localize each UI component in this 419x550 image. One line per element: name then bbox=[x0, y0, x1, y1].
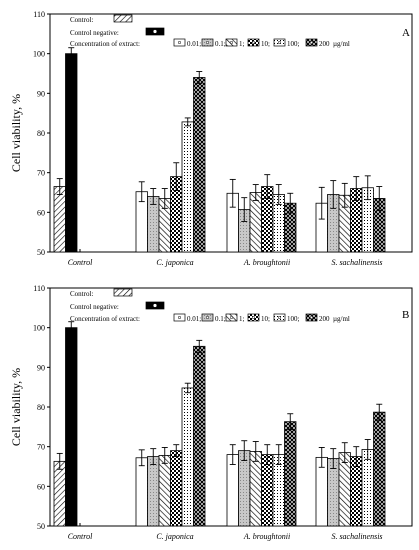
y-tick-label: 60 bbox=[37, 482, 45, 491]
legend-label-1: 1; bbox=[239, 315, 245, 323]
y-axis-label: Cell viability, % bbox=[9, 94, 23, 172]
y-axis-label: Cell viability, % bbox=[9, 368, 23, 446]
bar-0.1 bbox=[238, 450, 251, 527]
bar-200 bbox=[193, 77, 206, 253]
x-category-label: S. sachalinensis bbox=[331, 532, 382, 541]
chart-panel-B: 50 60 70 80 90 100 110 Cell viability, % Control… bbox=[9, 284, 413, 541]
bar-1 bbox=[338, 452, 351, 527]
y-tick-label: 100 bbox=[33, 50, 45, 59]
bar-200 bbox=[284, 421, 297, 527]
open-circle-marker-icon bbox=[177, 40, 182, 45]
legend-control-label: Control: bbox=[70, 290, 93, 298]
legend-control-negative-label: Control negative: bbox=[70, 29, 119, 37]
legend-control-label: Control: bbox=[70, 16, 93, 24]
bar-1 bbox=[158, 454, 171, 527]
legend-control-swatch bbox=[113, 14, 133, 23]
bar-100 bbox=[181, 387, 194, 527]
cross-marker-icon bbox=[251, 315, 256, 320]
y-tick-label: 90 bbox=[37, 363, 45, 372]
legend-label-100: 100; bbox=[287, 315, 300, 323]
y-tick-label: 110 bbox=[33, 10, 45, 19]
panels: 50 60 70 80 90 100 110 Cell viability, % Control… bbox=[9, 10, 413, 541]
legend-label-200: 200 bbox=[319, 40, 330, 48]
legend-concentration-label: Concentration of extract: bbox=[70, 315, 140, 323]
bar-control bbox=[53, 186, 66, 253]
bar-control-negative bbox=[65, 327, 78, 527]
y-tick-label: 110 bbox=[33, 284, 45, 293]
plus-marker-icon bbox=[277, 315, 282, 320]
bar-10 bbox=[261, 454, 274, 527]
legend-label-0.01: 0.01; bbox=[187, 315, 201, 323]
bar-1 bbox=[249, 451, 262, 527]
legend-label-0.01: 0.01; bbox=[187, 40, 201, 48]
x-category-label: C. japonica bbox=[156, 258, 193, 267]
dot-marker-icon bbox=[153, 29, 157, 34]
legend-label-0.1: 0.1; bbox=[215, 315, 226, 323]
y-tick-label: 50 bbox=[37, 248, 45, 257]
bar-10 bbox=[170, 450, 183, 527]
bar-1 bbox=[249, 192, 262, 253]
triangle-marker-icon bbox=[205, 315, 210, 320]
y-tick-label: 70 bbox=[37, 443, 45, 452]
bar-200 bbox=[373, 411, 386, 527]
bar-0.1 bbox=[147, 456, 160, 527]
bar-control bbox=[53, 460, 66, 527]
y-tick-label: 90 bbox=[37, 89, 45, 98]
x-category-label: A. broughtonii bbox=[243, 258, 290, 267]
legend-label-200: 200 bbox=[319, 315, 330, 323]
y-tick-label: 80 bbox=[37, 129, 45, 138]
bar-10 bbox=[350, 456, 363, 527]
x-category-label: S. sachalinensis bbox=[331, 258, 382, 267]
chart-panel-A: 50 60 70 80 90 100 110 Cell viability, % Control… bbox=[9, 10, 413, 267]
legend: Control: Control negative: Concentration o… bbox=[70, 14, 350, 48]
bar-100 bbox=[272, 454, 285, 527]
square-marker-icon bbox=[309, 40, 314, 45]
x-category-label: C. japonica bbox=[156, 532, 193, 541]
panel-letter: B bbox=[402, 309, 409, 321]
bar-200 bbox=[193, 345, 206, 527]
legend-control-swatch bbox=[113, 288, 133, 297]
legend-unit: µg/ml bbox=[333, 40, 350, 48]
bar-100 bbox=[361, 449, 374, 527]
cross-marker-icon bbox=[251, 40, 256, 45]
y-tick-label: 80 bbox=[37, 403, 45, 412]
x-category-label: Control bbox=[68, 258, 93, 267]
bar-0.01 bbox=[226, 454, 239, 527]
dot-marker-icon bbox=[153, 303, 157, 308]
bar-control-negative bbox=[65, 53, 78, 253]
legend-label-1: 1; bbox=[239, 40, 245, 48]
y-tick-label: 50 bbox=[37, 522, 45, 531]
plus-marker-icon bbox=[277, 40, 282, 45]
bar-100 bbox=[181, 121, 194, 253]
diamond-marker-icon bbox=[229, 40, 234, 45]
legend-concentration-label: Concentration of extract: bbox=[70, 40, 140, 48]
bar-0.01 bbox=[135, 457, 148, 527]
panel-letter: A bbox=[402, 27, 410, 39]
legend: Control: Control negative: Concentration o… bbox=[70, 288, 350, 323]
x-category-label: Control bbox=[68, 532, 93, 541]
legend-label-0.1: 0.1; bbox=[215, 40, 226, 48]
y-tick-label: 100 bbox=[33, 324, 45, 333]
diamond-marker-icon bbox=[229, 315, 234, 320]
triangle-marker-icon bbox=[205, 40, 210, 45]
legend-label-10: 10; bbox=[261, 315, 270, 323]
y-tick-label: 70 bbox=[37, 169, 45, 178]
y-tick-label: 60 bbox=[37, 208, 45, 217]
legend-unit: µg/ml bbox=[333, 315, 350, 323]
legend-control-negative-label: Control negative: bbox=[70, 303, 119, 311]
x-category-label: A. broughtonii bbox=[243, 532, 290, 541]
legend-label-10: 10; bbox=[261, 40, 270, 48]
square-marker-icon bbox=[309, 315, 314, 320]
legend-label-100: 100; bbox=[287, 40, 300, 48]
open-circle-marker-icon bbox=[177, 315, 182, 320]
